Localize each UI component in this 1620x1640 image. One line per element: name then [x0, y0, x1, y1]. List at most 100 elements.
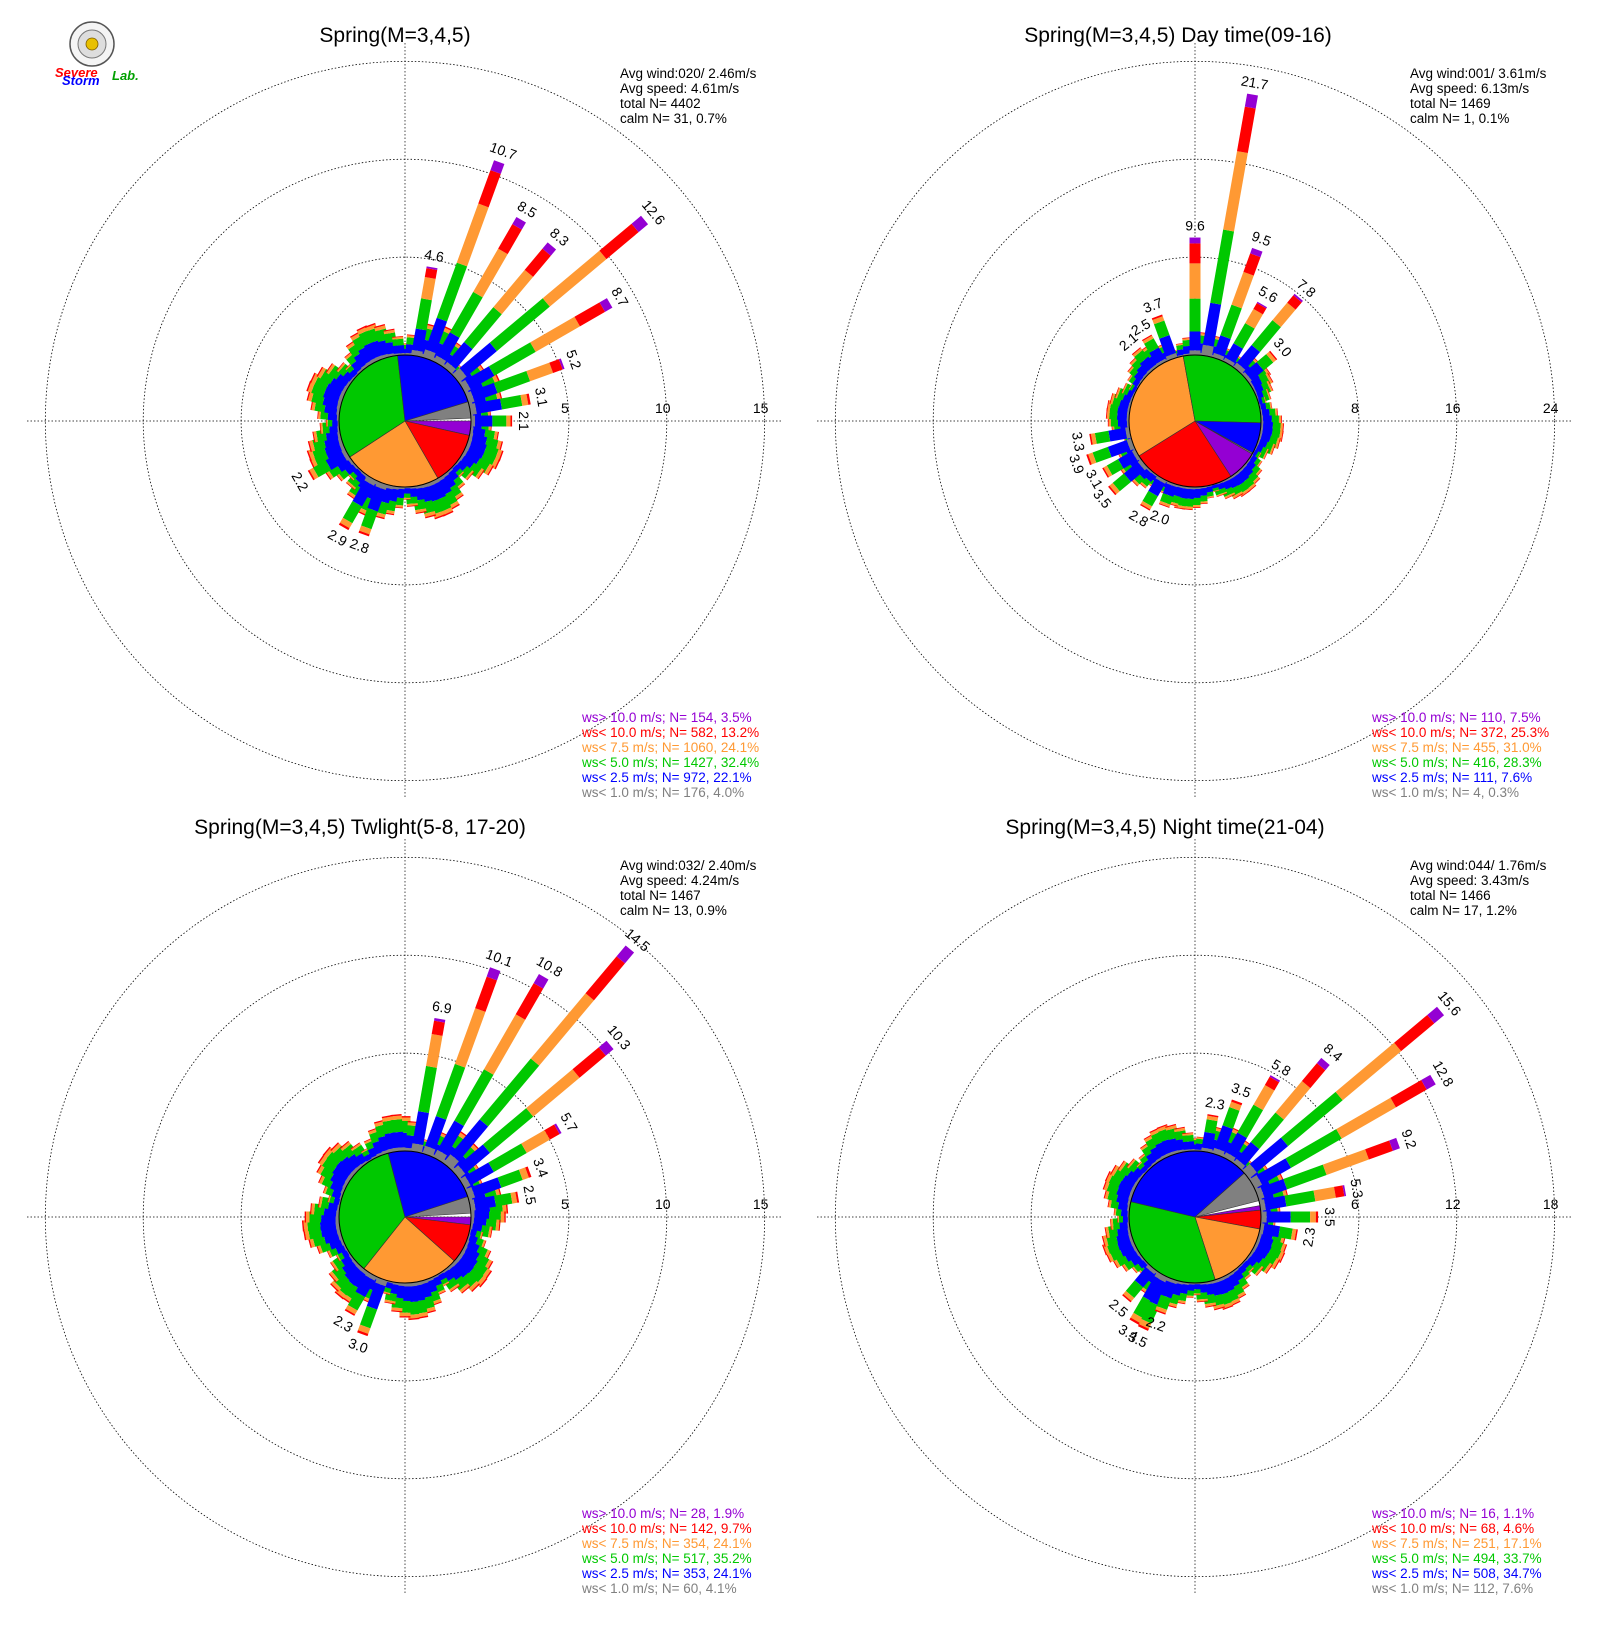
petal-segment-lt5	[1094, 430, 1111, 444]
petal-segment-lt2_5	[1139, 356, 1156, 373]
petal-segment-lt2_5	[450, 1119, 489, 1162]
minor-petal-segment-lt10	[350, 1142, 360, 1150]
petal-segment-lt10	[1086, 454, 1092, 466]
petal-segment-lt1	[1189, 350, 1201, 355]
minor-petal-segment-lt5	[344, 1283, 361, 1300]
petal-label: 5.6	[1256, 282, 1281, 306]
ring-label: 8	[1351, 400, 1359, 416]
petal-label: 21.7	[1240, 72, 1270, 93]
petal-segment-lt5	[1278, 1226, 1293, 1240]
petal-segment-lt1	[1131, 449, 1141, 461]
minor-petal-segment-lt7_5	[308, 449, 316, 461]
petal-segment-lt5	[436, 262, 468, 322]
logo-text-severe: Severe	[55, 65, 98, 80]
petal-segment-lt7_5	[1290, 1228, 1297, 1241]
petal-segment-lt10	[1333, 1185, 1345, 1198]
petal-segment-lt7_5	[1138, 1318, 1152, 1329]
petal-segment-lt7_5	[1155, 1306, 1168, 1314]
petal-segment-lt5	[492, 415, 507, 427]
petal-segment-lt5	[342, 500, 363, 524]
petal-segment-lt7_5	[454, 1008, 486, 1068]
minor-petal-segment-lt10	[498, 389, 503, 401]
minor-petal-segment-lt5	[392, 338, 404, 346]
minor-petal-segment-lt7_5	[1105, 1226, 1110, 1239]
petal-segment-lt1	[1242, 372, 1252, 383]
minor-petal-segment-lt7_5	[382, 1116, 394, 1122]
petal-segment-lt1	[471, 415, 476, 427]
minor-petal-segment-lt7_5	[391, 1307, 403, 1312]
minor-petal-segment-lt10	[1265, 1264, 1273, 1274]
minor-petal-segment-lt7_5	[311, 1203, 315, 1215]
minor-petal-segment-lt10	[1121, 382, 1127, 393]
minor-petal-segment-lt10	[328, 1273, 337, 1283]
wind-rose-panel-2: 8 16 249.621.79.55.6 7.83.03.72.52.13.33.93…	[816, 24, 1574, 800]
minor-petal-segment-lt2_5	[450, 1153, 469, 1172]
petal-segment-lt10	[525, 1166, 532, 1178]
petal-segment-lt1	[1233, 362, 1246, 374]
petal-segment-lt2_5	[1264, 1195, 1287, 1211]
logo-text-lab: Lab.	[112, 68, 139, 83]
ring-label: 5	[561, 400, 569, 416]
petal-segment-lt1	[465, 391, 475, 404]
petal-segment-lt5	[482, 1108, 534, 1153]
minor-petal-segment-lt7_5	[1127, 1158, 1136, 1169]
minor-petal-segment-lt7_5	[326, 363, 336, 375]
minor-petal-segment-lt5	[333, 1272, 350, 1289]
petal-segment-gt10	[512, 216, 526, 230]
petal-segment-lt10	[515, 1191, 520, 1203]
minor-petal-segment-lt7_5	[416, 1311, 428, 1318]
minor-petal-segment-lt7_5	[1118, 1161, 1127, 1172]
minor-petal-segment-lt7_5	[500, 1211, 505, 1223]
petal-segment-lt2_5	[1107, 440, 1131, 458]
minor-petal-segment-lt7_5	[424, 511, 436, 518]
minor-petal-segment-lt10	[1114, 387, 1120, 398]
petal-segment-lt10	[1365, 1140, 1393, 1160]
minor-petal-segment-lt7_5	[1262, 448, 1269, 460]
petal-segment-lt1	[1165, 352, 1178, 361]
minor-petal-segment-lt7_5	[1265, 388, 1271, 400]
minor-petal-segment-lt10	[494, 458, 501, 470]
petal-label: 2.0	[1148, 506, 1172, 528]
petal-segment-lt7_5	[1103, 465, 1113, 477]
petal-segment-lt10	[1108, 485, 1117, 496]
petal-label: 2.9	[325, 526, 350, 550]
chart-title: Spring(M=3,4,5) Night time(21-04)	[1005, 816, 1324, 839]
minor-petal-segment-lt10	[381, 1114, 393, 1119]
minor-petal-segment-lt7_5	[484, 463, 493, 475]
petal-segment-lt5	[1141, 1301, 1160, 1324]
pie-outline	[338, 354, 472, 488]
petal-segment-lt1	[1223, 1152, 1236, 1163]
minor-petal-segment-lt7_5	[399, 1117, 411, 1121]
petal-segment-lt2_5	[471, 1177, 502, 1198]
stat-calm: calm N= 1, 0.1%	[1410, 111, 1509, 126]
petal-segment-lt5	[1092, 446, 1112, 463]
minor-petal-segment-lt7_5	[1216, 491, 1228, 497]
stat-avg_speed: Avg speed: 3.43m/s	[1410, 873, 1529, 888]
petal-segment-lt1	[1146, 364, 1157, 374]
minor-petal-segment-lt10	[309, 1203, 313, 1215]
petal-segment-lt10	[1390, 1080, 1427, 1108]
petal-segment-lt1	[364, 475, 377, 486]
minor-petal-segment-lt10	[477, 469, 485, 480]
petal-segment-lt5	[1283, 1164, 1327, 1190]
minor-petal-segment-lt10	[484, 1270, 493, 1281]
petal-segment-lt5	[1222, 1106, 1240, 1129]
minor-petal-segment-lt2_5	[332, 1163, 352, 1182]
minor-petal-segment-lt10	[498, 441, 504, 453]
minor-petal-segment-lt10	[336, 362, 344, 372]
minor-petal-segment-lt7_5	[329, 1271, 339, 1282]
petal-segment-lt7_5	[1159, 500, 1171, 507]
minor-petal-segment-lt10	[498, 450, 504, 462]
petal-segment-lt1	[341, 449, 351, 461]
petal-segment-lt2_5	[436, 332, 460, 361]
petal-label: 2.8	[1126, 506, 1151, 530]
minor-petal-segment-lt7_5	[350, 1143, 362, 1152]
petal-segment-gt10	[434, 1018, 446, 1023]
minor-petal-segment-lt7_5	[1232, 491, 1243, 499]
minor-petal-segment-lt7_5	[317, 367, 326, 379]
ring-label: 5	[561, 1196, 569, 1212]
minor-petal-segment-lt10	[479, 1278, 488, 1288]
petal-segment-lt10	[424, 268, 438, 279]
petal-segment-lt1	[1145, 1264, 1157, 1275]
